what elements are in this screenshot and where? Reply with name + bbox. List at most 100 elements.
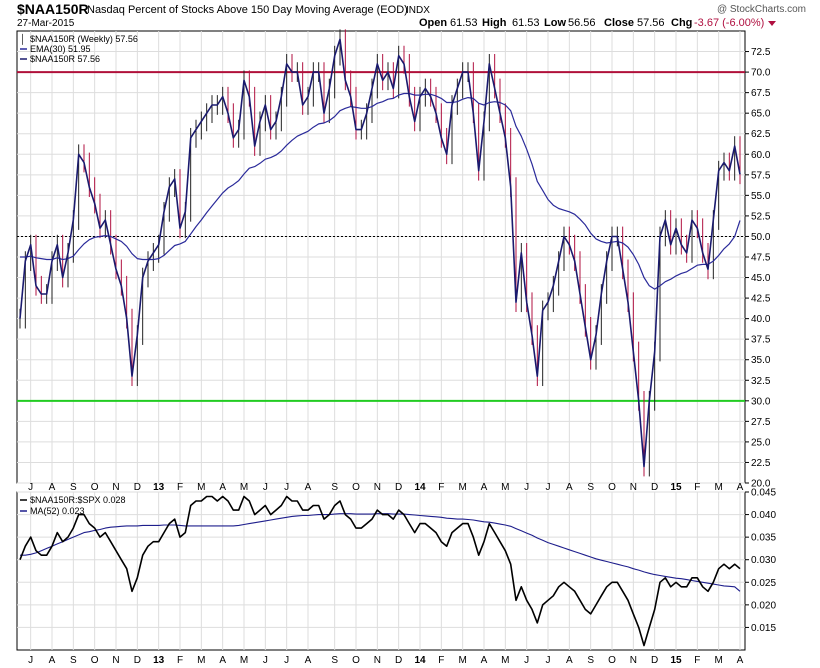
x-tick-label: S [70, 655, 77, 666]
x-tick-label: J [263, 655, 268, 666]
ratio-panel: 0.015 0.020 0.025 0.030 0.035 0.040 0.045 $NAA… [16, 488, 776, 651]
x-tick-label: O [352, 655, 360, 666]
ratio-line [19, 495, 741, 647]
y-tick-label: 0.025 [751, 578, 776, 589]
symbol-title: $NAA150R [17, 1, 89, 17]
y-tick-label: 25.0 [751, 437, 771, 448]
high-label: High [482, 17, 507, 29]
y-tick-label: 40.0 [751, 314, 771, 325]
close-label: Close [604, 17, 634, 29]
x-tick-label: M [197, 482, 205, 493]
x-tick-label: N [630, 655, 637, 666]
x-tick-label: J [546, 482, 551, 493]
y-tick-label: 62.5 [751, 129, 771, 140]
y-tick-label: 67.5 [751, 88, 771, 99]
x-tick-label: J [28, 655, 33, 666]
x-tick-label: M [197, 655, 205, 666]
y-tick-label: 0.015 [751, 623, 776, 634]
legend-bar-icon: │ [20, 33, 26, 45]
x-tick-label: O [91, 482, 99, 493]
high-value: 61.53 [512, 17, 540, 29]
x-tick-label: S [587, 482, 594, 493]
watermark: @ StockCharts.com [717, 4, 806, 15]
x-tick-label: A [737, 482, 744, 493]
y-tick-label: 20.0 [751, 479, 771, 490]
y-tick-label: 0.030 [751, 555, 776, 566]
x-tick-label: A [481, 482, 488, 493]
chg-value: -3.67 (-6.00%) [694, 17, 764, 29]
x-tick-label: 13 [153, 482, 165, 493]
x-tick-label: F [438, 482, 444, 493]
x-tick-label: A [219, 482, 226, 493]
x-tick-label: F [694, 482, 700, 493]
x-tick-label: M [714, 655, 722, 666]
x-tick-label: D [651, 655, 658, 666]
chart-date: 27-Mar-2015 [17, 18, 75, 29]
ratio-y-axis: 0.015 0.020 0.025 0.030 0.035 0.040 0.045 [745, 488, 776, 634]
y-tick-label: 72.5 [751, 47, 771, 58]
x-tick-label: M [501, 655, 509, 666]
y-tick-label: 57.5 [751, 170, 771, 181]
x-tick-label: M [714, 482, 722, 493]
x-tick-label: F [694, 655, 700, 666]
x-tick-label: 13 [153, 655, 165, 666]
x-tick-label: N [374, 655, 381, 666]
x-tick-label: M [240, 482, 248, 493]
x-tick-label: F [177, 655, 183, 666]
y-tick-label: 35.0 [751, 355, 771, 366]
open-label: Open [419, 17, 447, 29]
y-tick-label: 42.5 [751, 294, 771, 305]
low-label: Low [544, 17, 566, 29]
x-tick-label: O [352, 482, 360, 493]
x-tick-label: N [112, 655, 119, 666]
legend-entry: $NAA150R 57.56 [30, 54, 100, 64]
y-tick-label: 37.5 [751, 335, 771, 346]
open-value: 61.53 [450, 17, 478, 29]
y-tick-label: 45.0 [751, 273, 771, 284]
x-tick-label: O [608, 482, 616, 493]
ratio-panel-frame [16, 491, 746, 651]
y-tick-label: 60.0 [751, 150, 771, 161]
main-series-lines [19, 38, 741, 468]
x-tick-label: J [524, 655, 529, 666]
x-tick-label: F [438, 655, 444, 666]
legend-entry: EMA(30) 51.95 [30, 44, 91, 54]
main-y-axis: 20.0 22.5 25.0 27.5 30.0 32.5 35.0 37.5 40.0 42.5… [745, 47, 771, 490]
x-tick-label: A [566, 482, 573, 493]
x-tick-label: S [70, 482, 77, 493]
price-line [19, 38, 741, 468]
y-tick-label: 32.5 [751, 376, 771, 387]
exchange-label: INDX [406, 5, 430, 16]
x-tick-label: J [524, 482, 529, 493]
y-tick-label: 30.0 [751, 396, 771, 407]
x-tick-label: 15 [670, 655, 682, 666]
x-tick-label: 14 [414, 655, 426, 666]
y-tick-label: 0.040 [751, 510, 776, 521]
main-price-panel: 20.0 22.5 25.0 27.5 30.0 32.5 35.0 37.5 40.0 42.5… [16, 29, 771, 490]
chg-label: Chg [671, 17, 692, 29]
y-tick-label: 0.020 [751, 600, 776, 611]
y-tick-label: 70.0 [751, 68, 771, 79]
y-tick-label: 0.045 [751, 488, 776, 499]
ma52-line [20, 513, 741, 592]
chg-down-arrow-icon [768, 21, 776, 26]
x-tick-label: J [28, 482, 33, 493]
close-value: 57.56 [637, 17, 665, 29]
x-tick-label: A [49, 482, 56, 493]
legend-entry: $NAA150R:$SPX 0.028 [30, 495, 126, 505]
x-tick-label: A [737, 655, 744, 666]
x-tick-label: S [587, 655, 594, 666]
x-tick-label: M [458, 482, 466, 493]
x-tick-label: D [134, 655, 141, 666]
chart-description: Nasdaq Percent of Stocks Above 150 Day M… [87, 4, 408, 16]
x-axis-bottom: J A S O N D 13 F M A M J J A S O N D 14 F M A M J J A S O N D 15 F M A [28, 655, 743, 666]
y-tick-label: 55.0 [751, 191, 771, 202]
x-tick-label: O [608, 655, 616, 666]
y-tick-label: 27.5 [751, 417, 771, 428]
x-tick-label: N [630, 482, 637, 493]
x-tick-label: J [284, 482, 289, 493]
